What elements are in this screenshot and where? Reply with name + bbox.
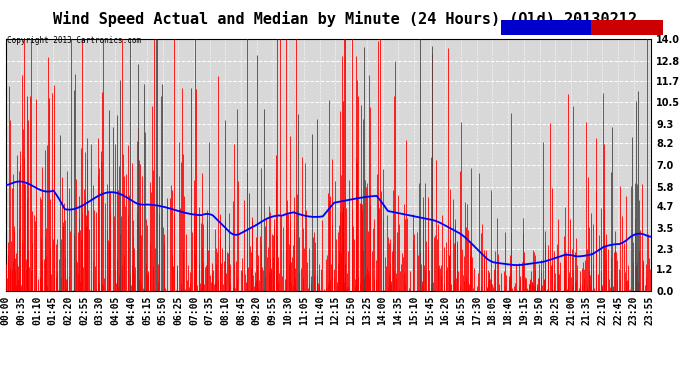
Text: Wind Speed Actual and Median by Minute (24 Hours) (Old) 20130212: Wind Speed Actual and Median by Minute (… — [53, 11, 637, 27]
Text: Median (mph): Median (mph) — [504, 21, 564, 30]
Text: Copyright 2013 Cartronics.com: Copyright 2013 Cartronics.com — [7, 36, 141, 45]
Text: Wind (mph): Wind (mph) — [593, 21, 643, 30]
